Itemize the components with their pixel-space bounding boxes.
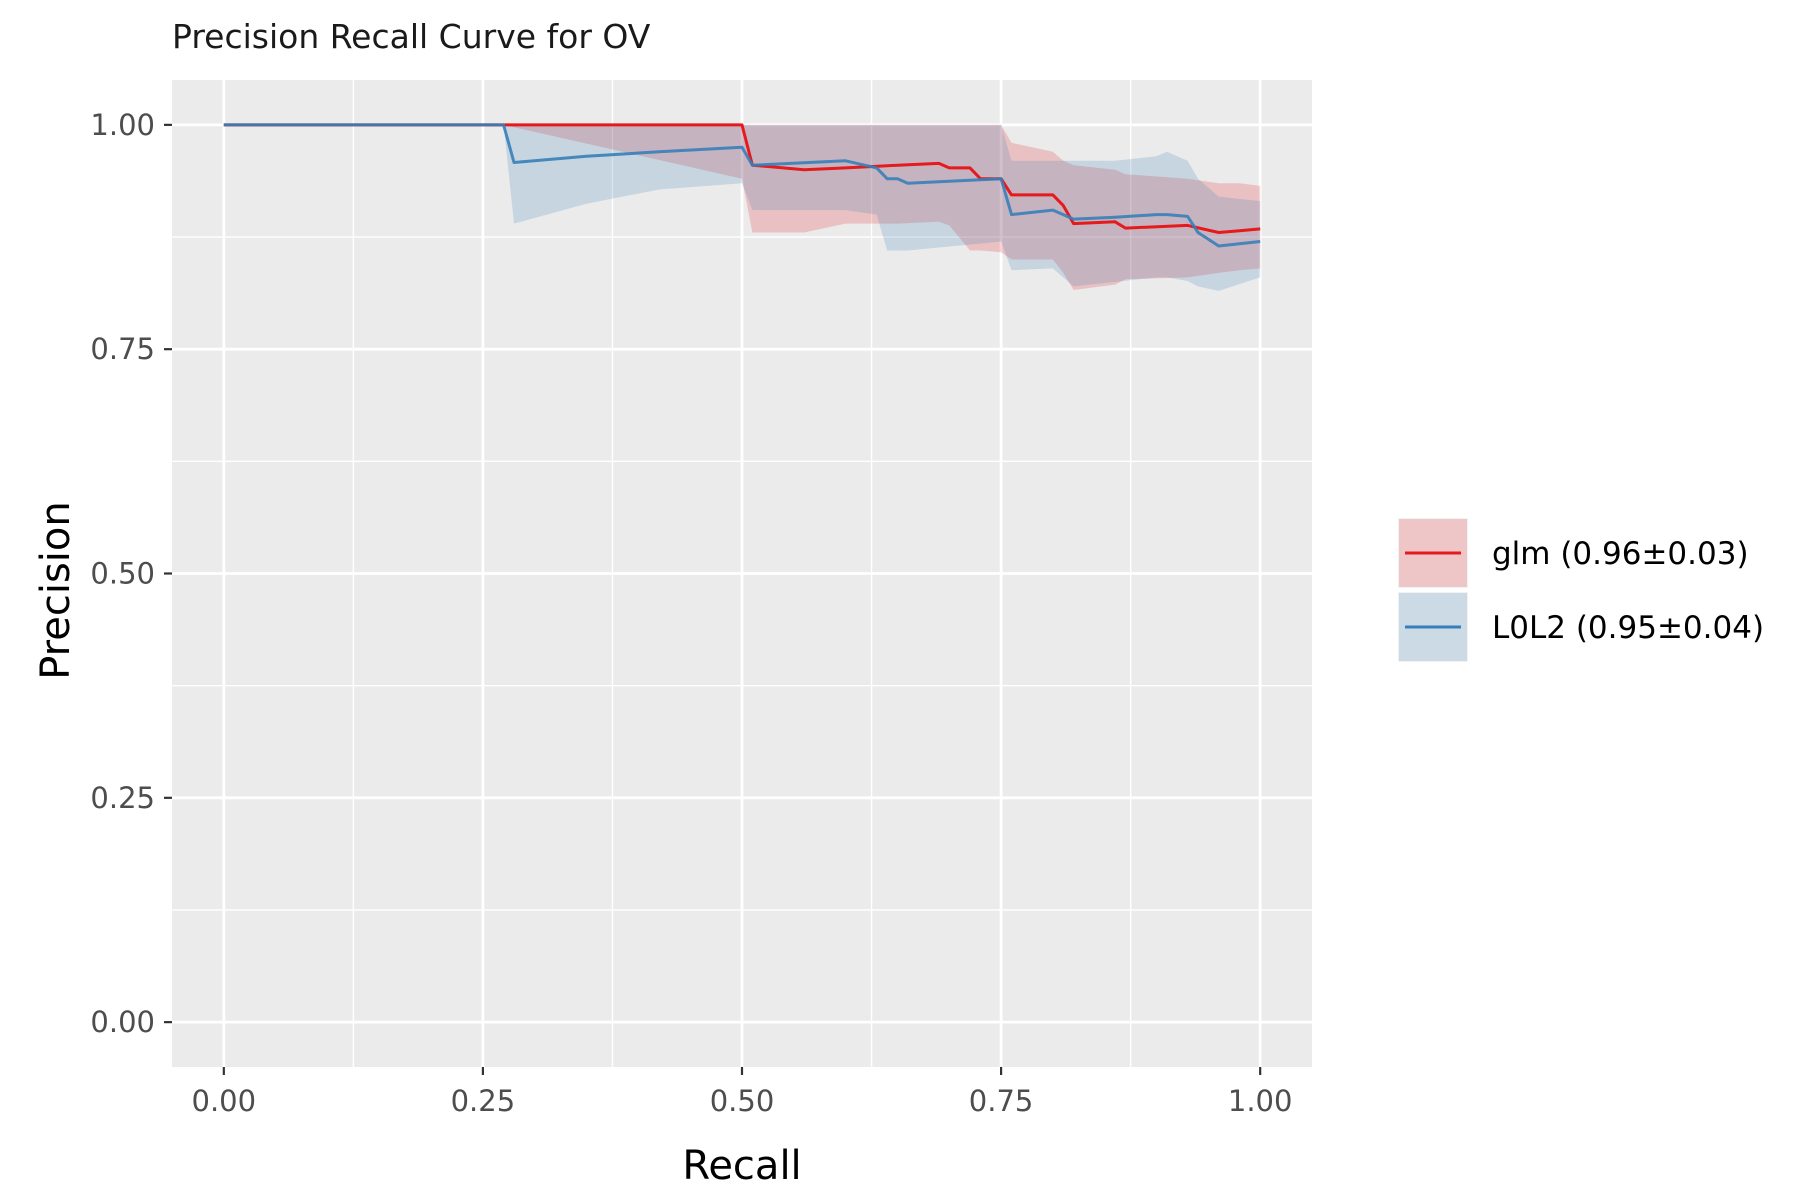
confidence-ribbons: [223, 124, 1261, 291]
x-axis: 0.00 0.25 0.50 0.75 1.00: [192, 1067, 1293, 1118]
y-axis: 0.00 0.25 0.50 0.75 1.00: [90, 108, 172, 1039]
x-axis-title: Recall: [682, 1143, 801, 1189]
chart-title: Precision Recall Curve for OV: [172, 17, 651, 56]
ribbon-series-1: [223, 124, 1261, 291]
x-tick-label: 0.00: [192, 1084, 257, 1118]
x-tick-label: 1.00: [1228, 1084, 1293, 1118]
ribbon-series-2: [223, 124, 1261, 291]
x-tick-label: 0.50: [710, 1084, 775, 1118]
y-tick-label: 0.50: [90, 557, 155, 591]
y-tick-label: 1.00: [90, 108, 155, 142]
y-axis-title: Precision: [33, 501, 79, 679]
series-lines: [223, 123, 1261, 248]
legend-label: L0L2 (0.95±0.04): [1492, 610, 1764, 646]
y-tick-label: 0.00: [90, 1005, 155, 1039]
y-tick-label: 0.25: [90, 781, 155, 815]
legend-label: glm (0.96±0.03): [1492, 536, 1749, 572]
line-series-2: [223, 123, 1261, 248]
x-tick-label: 0.75: [969, 1084, 1034, 1118]
y-tick-label: 0.75: [90, 332, 155, 366]
x-tick-label: 0.25: [451, 1084, 516, 1118]
legend: glm (0.96±0.03) L0L2 (0.95±0.04): [1398, 518, 1764, 662]
